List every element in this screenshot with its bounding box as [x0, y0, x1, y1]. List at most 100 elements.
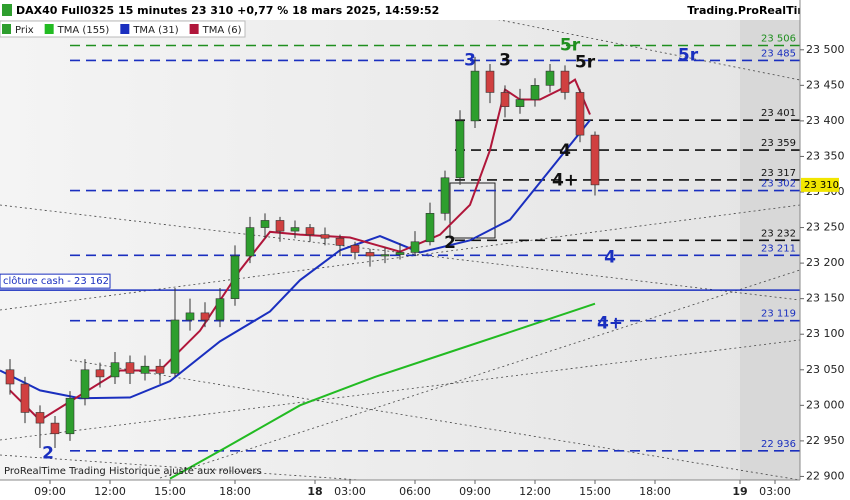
- x-tick-label: 15:00: [579, 485, 611, 498]
- candle-body: [50, 422, 60, 435]
- candle-body: [410, 241, 420, 253]
- candle-body: [140, 365, 150, 374]
- candle-body: [440, 177, 450, 214]
- candle-body: [80, 369, 90, 399]
- y-tick-label: 23 500: [806, 43, 845, 56]
- level-label: 23 401: [761, 108, 796, 119]
- candle-body: [485, 70, 495, 93]
- candle-body: [230, 255, 240, 299]
- y-tick-label: 23 100: [806, 327, 845, 340]
- candle-body: [500, 92, 510, 107]
- last-price-label: 23 310: [804, 180, 839, 191]
- legend-label: TMA (31): [132, 25, 178, 36]
- annotation: 2: [42, 444, 54, 464]
- candle-body: [155, 365, 165, 374]
- candle-body: [425, 213, 435, 243]
- x-tick-label: 18: [307, 485, 322, 498]
- x-axis-background: [0, 480, 850, 500]
- y-tick-label: 22 900: [806, 469, 845, 482]
- x-tick-label: 06:00: [399, 485, 431, 498]
- candle-body: [245, 227, 255, 257]
- candle-body: [560, 70, 570, 93]
- y-tick-label: 23 150: [806, 292, 845, 305]
- candle-body: [185, 312, 195, 321]
- x-tick-label: 03:00: [334, 485, 366, 498]
- candle-body: [110, 362, 120, 378]
- candle-body: [545, 70, 555, 86]
- tma-line: [169, 302, 596, 480]
- x-tick-label: 12:00: [519, 485, 551, 498]
- level-label: 23 119: [761, 309, 796, 320]
- y-tick-label: 23 200: [806, 256, 845, 269]
- candle-body: [380, 254, 390, 257]
- trend-lines: [0, 0, 801, 481]
- annotation: 5r: [678, 45, 699, 65]
- y-tick-label: 23 400: [806, 114, 845, 127]
- candle-body: [350, 245, 360, 253]
- legend-swatch: [189, 24, 199, 34]
- chart-title: DAX40 Full0325 15 minutes 23 310 +0,77 %…: [16, 4, 439, 17]
- header-bar: [0, 0, 850, 20]
- annotation: 5r: [560, 36, 581, 56]
- x-tick-label: 12:00: [94, 485, 126, 498]
- level-label: 23 359: [761, 138, 796, 149]
- y-tick-label: 23 350: [806, 149, 845, 162]
- x-tick-label: 15:00: [154, 485, 186, 498]
- annotation: 5r: [575, 53, 596, 73]
- candle-body: [95, 369, 105, 378]
- candle-body: [575, 92, 585, 136]
- level-label: 23 317: [761, 168, 796, 179]
- candle-body: [320, 234, 330, 239]
- candle-body: [470, 70, 480, 122]
- annotation: 4+: [597, 314, 623, 334]
- y-tick-label: 23 450: [806, 78, 845, 91]
- annotation: 4+: [552, 171, 578, 191]
- legend-label: TMA (155): [57, 25, 110, 36]
- y-tick-label: 23 000: [806, 398, 845, 411]
- x-tick-label: 03:00: [759, 485, 791, 498]
- last-price-box: [801, 177, 839, 192]
- candle-body: [515, 99, 525, 107]
- level-label: 23 211: [761, 243, 796, 254]
- candle-body: [305, 227, 315, 235]
- level-label: 22 936: [761, 439, 796, 450]
- legend-label: Prix: [15, 25, 34, 36]
- candle-body: [335, 237, 345, 246]
- candle-body: [35, 412, 45, 424]
- candle-body: [20, 383, 30, 413]
- cash-close-label: clôture cash - 23 162: [3, 275, 109, 287]
- annotation: 2: [444, 233, 456, 253]
- x-tick-label: 19: [732, 485, 747, 498]
- header-icon: [2, 4, 12, 16]
- legend-swatch: [2, 24, 11, 34]
- annotation: 3: [464, 50, 476, 70]
- candle-body: [200, 312, 210, 321]
- annotation: 3: [499, 50, 511, 70]
- x-tick-label: 18:00: [639, 485, 671, 498]
- candle-body: [215, 298, 225, 321]
- y-tick-label: 23 050: [806, 363, 845, 376]
- candle-body: [530, 85, 540, 100]
- candle-body: [290, 227, 300, 232]
- level-label: 23 485: [761, 48, 796, 59]
- candle-body: [455, 120, 465, 179]
- level-label: 23 302: [761, 179, 796, 190]
- candle-body: [170, 319, 180, 374]
- candle-body: [365, 252, 375, 257]
- candle-body: [125, 362, 135, 374]
- y-tick-label: 22 950: [806, 434, 845, 447]
- y-axis-background: [800, 0, 850, 500]
- candle-body: [5, 369, 15, 385]
- candle-body: [275, 220, 285, 232]
- annotation: 4: [559, 141, 571, 161]
- x-tick-label: 09:00: [34, 485, 66, 498]
- legend-label: TMA (6): [202, 25, 242, 36]
- candle-body: [395, 252, 405, 255]
- level-label: 23 232: [761, 228, 796, 239]
- legend-swatch: [120, 24, 130, 34]
- y-tick-label: 23 250: [806, 221, 845, 234]
- footer: ProRealTime Trading Historique ajusté au…: [4, 465, 262, 477]
- candle-body: [590, 134, 600, 186]
- level-label: 23 506: [761, 34, 796, 45]
